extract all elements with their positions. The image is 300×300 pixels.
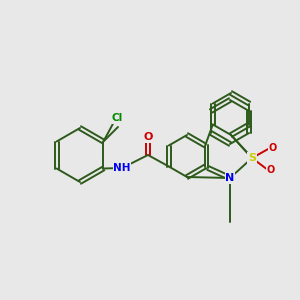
Text: S: S [248,153,256,163]
Text: Cl: Cl [111,113,123,123]
Text: N: N [225,173,235,183]
Text: O: O [269,143,277,153]
Text: S: S [248,153,256,163]
Text: O: O [267,165,275,175]
Text: NH: NH [113,163,131,173]
Text: O: O [143,132,153,142]
Text: N: N [225,173,235,183]
